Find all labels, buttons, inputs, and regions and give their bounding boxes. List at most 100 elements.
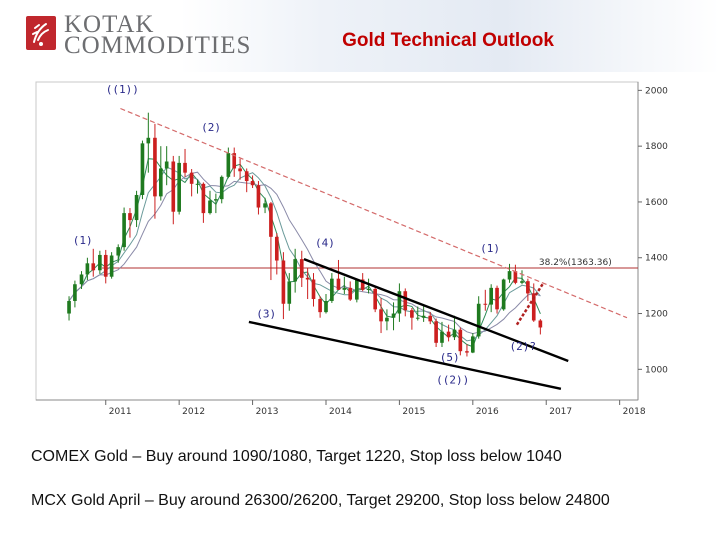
candle-body [274,236,279,261]
candle-body [109,255,114,277]
candle [122,207,126,251]
wave-label: (2)? [510,340,537,353]
candle-body [366,288,371,290]
candle [465,344,469,357]
candle-body [128,213,132,221]
candle-body [483,303,488,305]
candle-body [153,137,157,197]
candle-body [440,331,444,343]
candle-body [311,279,316,300]
candle [208,190,212,215]
candle-body [158,168,163,197]
candle-body [67,300,71,314]
candle [250,175,255,188]
candle [287,273,292,311]
wave-label: ((1)) [106,83,139,96]
candle [171,155,176,225]
candle-body [98,254,102,271]
candle [446,324,451,342]
candle [232,147,237,177]
candle [153,123,157,219]
candle-body [85,263,90,275]
candle-body [79,274,84,285]
candle-body [219,176,224,200]
candle [73,280,77,308]
candle [342,276,347,294]
candle-body [348,287,353,300]
candle [195,179,200,194]
candle [410,307,414,330]
candle [85,257,90,281]
candle-body [146,137,151,144]
logo-mark-icon [26,16,56,50]
candle-body [360,279,365,290]
candle [201,182,206,223]
candle-body [208,200,212,214]
candle [385,309,389,331]
candle-body [458,329,463,352]
candle-body [538,320,543,328]
candle [501,278,506,311]
candle-body [421,315,426,318]
candle-body [214,199,218,201]
x-tick-label: 2012 [182,407,205,417]
candle [458,327,463,356]
candle [531,283,536,322]
candle [336,259,341,290]
candle [109,252,114,279]
x-tick-label: 2018 [623,407,646,417]
candle-body [177,162,181,212]
candle [116,244,121,263]
candle [324,294,328,314]
candle-body [452,329,457,338]
candle-body [520,281,524,283]
mcx-trade-note: MCX Gold April – Buy around 26300/26200,… [31,492,610,509]
candle-body [446,331,451,338]
candle-body [513,271,518,283]
candle [263,197,267,214]
candle-body [434,321,438,343]
candle-body [330,278,334,301]
candle-body [250,181,255,186]
candle-body [526,281,530,294]
candle-body [403,291,408,311]
candle-body [122,213,126,248]
candle [128,208,132,238]
candle [91,248,96,277]
x-tick-label: 2016 [476,407,499,417]
ma-slow-line [68,171,541,335]
candle [428,312,433,325]
comex-trade-note: COMEX Gold – Buy around 1090/1080, Targe… [31,448,562,465]
candle-body [263,203,267,208]
candle-body [476,303,481,337]
candle-body [238,168,242,172]
candle [256,181,261,215]
candle [164,146,169,186]
candle [373,287,377,313]
candle-body [299,259,304,278]
candle [397,283,402,322]
candle-body [495,287,499,310]
candle [513,264,518,285]
candle-body [470,336,475,353]
chart-svg: 1000 1200 1400 1600 1800 2000 2011 2012 2013 2014… [35,81,668,417]
x-tick-label: 2014 [329,407,352,417]
x-tick-label: 2013 [256,407,279,417]
candle-body [355,279,359,300]
candle-body [189,172,194,184]
candle [495,285,499,314]
candle [299,250,304,288]
candle [421,304,426,322]
candle [366,278,371,294]
candle [526,278,530,301]
candle [470,333,475,354]
candle [318,296,322,318]
candle [415,306,420,321]
candle [98,250,102,274]
candle [183,148,187,177]
candle-body [318,299,322,313]
candle [520,270,524,285]
candle-body [281,260,286,304]
candle [452,315,457,341]
candle-body [336,278,341,290]
